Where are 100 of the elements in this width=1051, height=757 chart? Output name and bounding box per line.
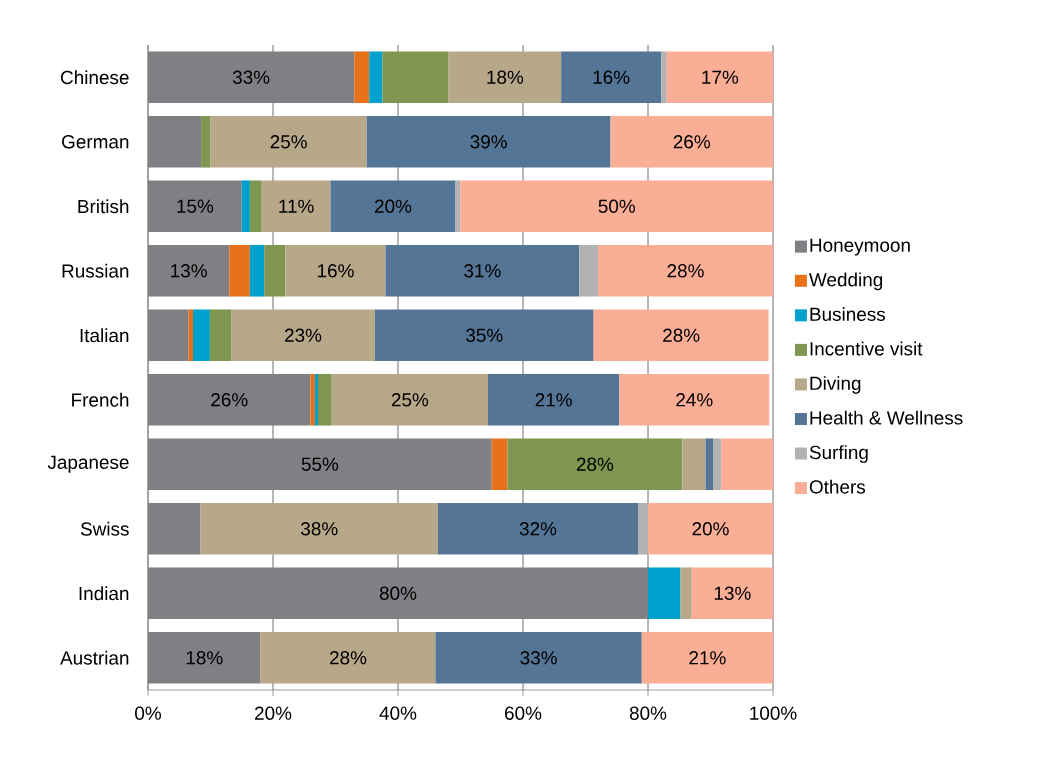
bar bbox=[455, 180, 461, 233]
bar bbox=[382, 51, 449, 104]
bar bbox=[374, 309, 594, 362]
bar bbox=[310, 373, 315, 426]
bar bbox=[229, 244, 250, 297]
bar bbox=[680, 567, 692, 620]
y-tick-label: British bbox=[78, 199, 129, 214]
data-label: 35% bbox=[466, 328, 503, 342]
legend-label: Surfing bbox=[809, 445, 868, 463]
bar bbox=[331, 373, 488, 426]
y-tick-label: Chinese bbox=[60, 70, 129, 85]
legend-label: Wedding bbox=[809, 272, 883, 291]
bar bbox=[661, 51, 667, 104]
bar bbox=[241, 180, 250, 233]
bar bbox=[691, 567, 774, 620]
x-tick-label: 60% bbox=[505, 706, 542, 720]
data-label: 25% bbox=[391, 393, 429, 407]
bar bbox=[435, 631, 642, 684]
data-label: 16% bbox=[593, 70, 630, 84]
data-label: 50% bbox=[598, 199, 636, 213]
y-tick-label: French bbox=[72, 392, 129, 407]
x-tick-label: 40% bbox=[379, 706, 417, 720]
x-tick-label: 20% bbox=[255, 706, 292, 720]
bar bbox=[366, 115, 611, 168]
data-label: 28% bbox=[576, 457, 614, 471]
data-label: 21% bbox=[535, 393, 572, 407]
data-label: 13% bbox=[171, 264, 207, 278]
bar bbox=[201, 115, 211, 168]
data-label: 21% bbox=[689, 651, 726, 665]
bar bbox=[507, 438, 683, 491]
data-label: 38% bbox=[301, 522, 338, 536]
y-tick-label: German bbox=[62, 135, 129, 149]
bar bbox=[641, 631, 774, 684]
bar bbox=[598, 244, 774, 297]
y-tick-label: Russian bbox=[62, 263, 129, 278]
legend-label: Incentive visit bbox=[810, 341, 923, 356]
legend-label: Diving bbox=[810, 376, 861, 394]
bar bbox=[638, 502, 649, 555]
bar bbox=[200, 502, 438, 555]
bar bbox=[249, 244, 265, 297]
bar bbox=[314, 373, 318, 426]
bar bbox=[438, 502, 639, 555]
bar bbox=[261, 180, 331, 233]
bar bbox=[460, 180, 774, 233]
bar bbox=[231, 309, 375, 362]
data-label: 16% bbox=[318, 264, 354, 278]
bar bbox=[682, 438, 706, 491]
legend-label: Honeymoon bbox=[810, 238, 910, 256]
legend-label: Others bbox=[809, 479, 866, 494]
bar bbox=[193, 309, 210, 362]
bar bbox=[264, 244, 286, 297]
bar bbox=[610, 115, 774, 168]
data-label: 80% bbox=[379, 586, 417, 600]
bar bbox=[666, 51, 774, 104]
data-label: 33% bbox=[520, 651, 557, 665]
y-tick-label: Swiss bbox=[80, 521, 129, 536]
data-label: 28% bbox=[667, 264, 704, 278]
data-label: 15% bbox=[177, 199, 214, 213]
data-label: 24% bbox=[676, 393, 713, 407]
data-label: 20% bbox=[375, 199, 412, 213]
bar bbox=[354, 51, 370, 104]
bar bbox=[561, 51, 662, 104]
bar bbox=[249, 180, 262, 233]
data-label: 13% bbox=[714, 586, 751, 600]
x-tick-label: 100% bbox=[750, 706, 797, 720]
data-label: 26% bbox=[211, 393, 248, 407]
bar bbox=[318, 373, 332, 426]
y-tick-label: Japanese bbox=[47, 455, 129, 473]
data-label: 28% bbox=[330, 651, 367, 665]
data-label: 32% bbox=[519, 522, 557, 536]
data-label: 18% bbox=[186, 651, 223, 665]
data-label: 20% bbox=[692, 522, 729, 536]
bar bbox=[210, 115, 367, 168]
x-tick-label: 80% bbox=[629, 706, 667, 720]
data-label: 39% bbox=[470, 135, 507, 149]
x-tick-label: 0% bbox=[135, 706, 161, 720]
bar bbox=[488, 373, 620, 426]
bar bbox=[448, 51, 562, 104]
bar bbox=[209, 309, 232, 362]
legend-label: Health & Wellness bbox=[810, 410, 963, 425]
bar bbox=[188, 309, 193, 362]
y-tick-label: Austrian bbox=[60, 650, 129, 665]
bar bbox=[648, 567, 681, 620]
y-tick-label: Indian bbox=[79, 586, 129, 601]
y-tick-label: Italian bbox=[80, 328, 129, 343]
bar bbox=[713, 438, 722, 491]
bar bbox=[648, 502, 774, 555]
data-label: 23% bbox=[285, 328, 322, 342]
data-label: 33% bbox=[232, 70, 270, 84]
data-label: 28% bbox=[663, 328, 700, 342]
bar bbox=[579, 244, 598, 297]
bar bbox=[285, 244, 386, 297]
data-label: 26% bbox=[673, 135, 711, 149]
data-label: 18% bbox=[487, 70, 524, 84]
data-label: 31% bbox=[464, 264, 501, 278]
bar bbox=[619, 373, 770, 426]
bar bbox=[705, 438, 714, 491]
bar bbox=[491, 438, 508, 491]
legend-label: Business bbox=[810, 307, 886, 321]
bar bbox=[260, 631, 436, 684]
